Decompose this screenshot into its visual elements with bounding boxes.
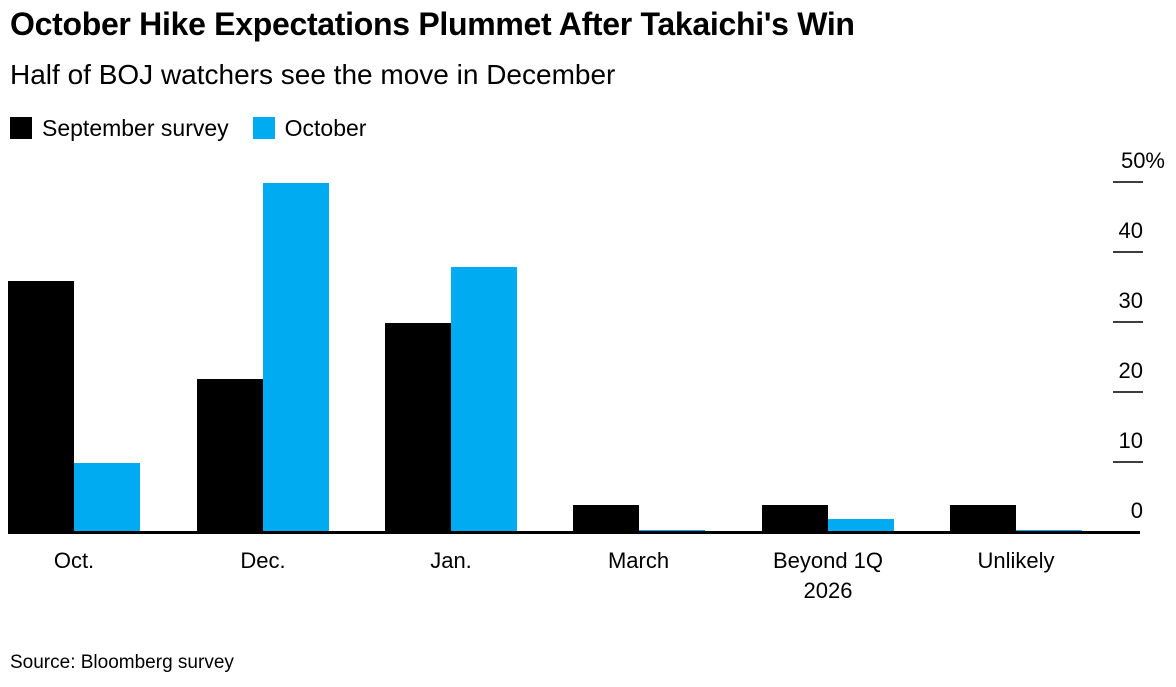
x-axis-category-label: March [607, 548, 670, 573]
y-axis-tick-label: 10 [1118, 428, 1143, 453]
legend-swatch-icon [10, 117, 32, 139]
x-axis-category-label: Beyond 1Q 2026 [772, 548, 884, 603]
legend-item-october: October [252, 115, 367, 141]
y-axis-tick-mark [1113, 251, 1143, 253]
source-note: Source: Bloomberg survey [10, 652, 234, 673]
y-axis-tick-mark [1113, 181, 1143, 183]
y-axis-tick-mark [1113, 461, 1143, 463]
legend-item-september-survey: September survey [10, 116, 229, 140]
y-axis-tick-label: 30 [1118, 288, 1143, 313]
x-axis-category-label: Jan. [430, 548, 472, 573]
bar-september-1 [197, 378, 263, 533]
x-axis-category-label: Oct. [53, 548, 95, 573]
y-axis-tick-label: 0 [1130, 498, 1143, 523]
bar-october-2 [451, 266, 517, 533]
bar-september-4 [762, 504, 828, 533]
legend-label: October [284, 115, 367, 141]
bar-october-4 [828, 518, 894, 533]
y-axis-tick-label: 40 [1118, 218, 1143, 243]
y-axis-tick-label: 20 [1118, 358, 1143, 383]
legend: September survey October [10, 116, 390, 140]
bar-september-5 [950, 504, 1016, 533]
legend-label: September survey [42, 115, 229, 141]
y-axis-tick-label: 50% [1120, 148, 1165, 173]
y-axis-tick-mark [1113, 321, 1143, 323]
x-axis-category-label: Unlikely [977, 548, 1055, 573]
bar-september-0 [8, 280, 74, 533]
bar-october-0 [74, 462, 140, 533]
chart-subtitle: Half of BOJ watchers see the move in Dec… [10, 59, 616, 90]
bar-october-1 [263, 182, 329, 533]
y-axis-tick-mark [1113, 391, 1143, 393]
chart-title: October Hike Expectations Plummet After … [10, 6, 855, 42]
x-axis-category-label: Dec. [240, 548, 286, 573]
bar-september-3 [572, 504, 639, 533]
legend-swatch-icon [252, 117, 275, 139]
x-axis-line [8, 531, 1140, 534]
bar-september-2 [385, 322, 451, 533]
